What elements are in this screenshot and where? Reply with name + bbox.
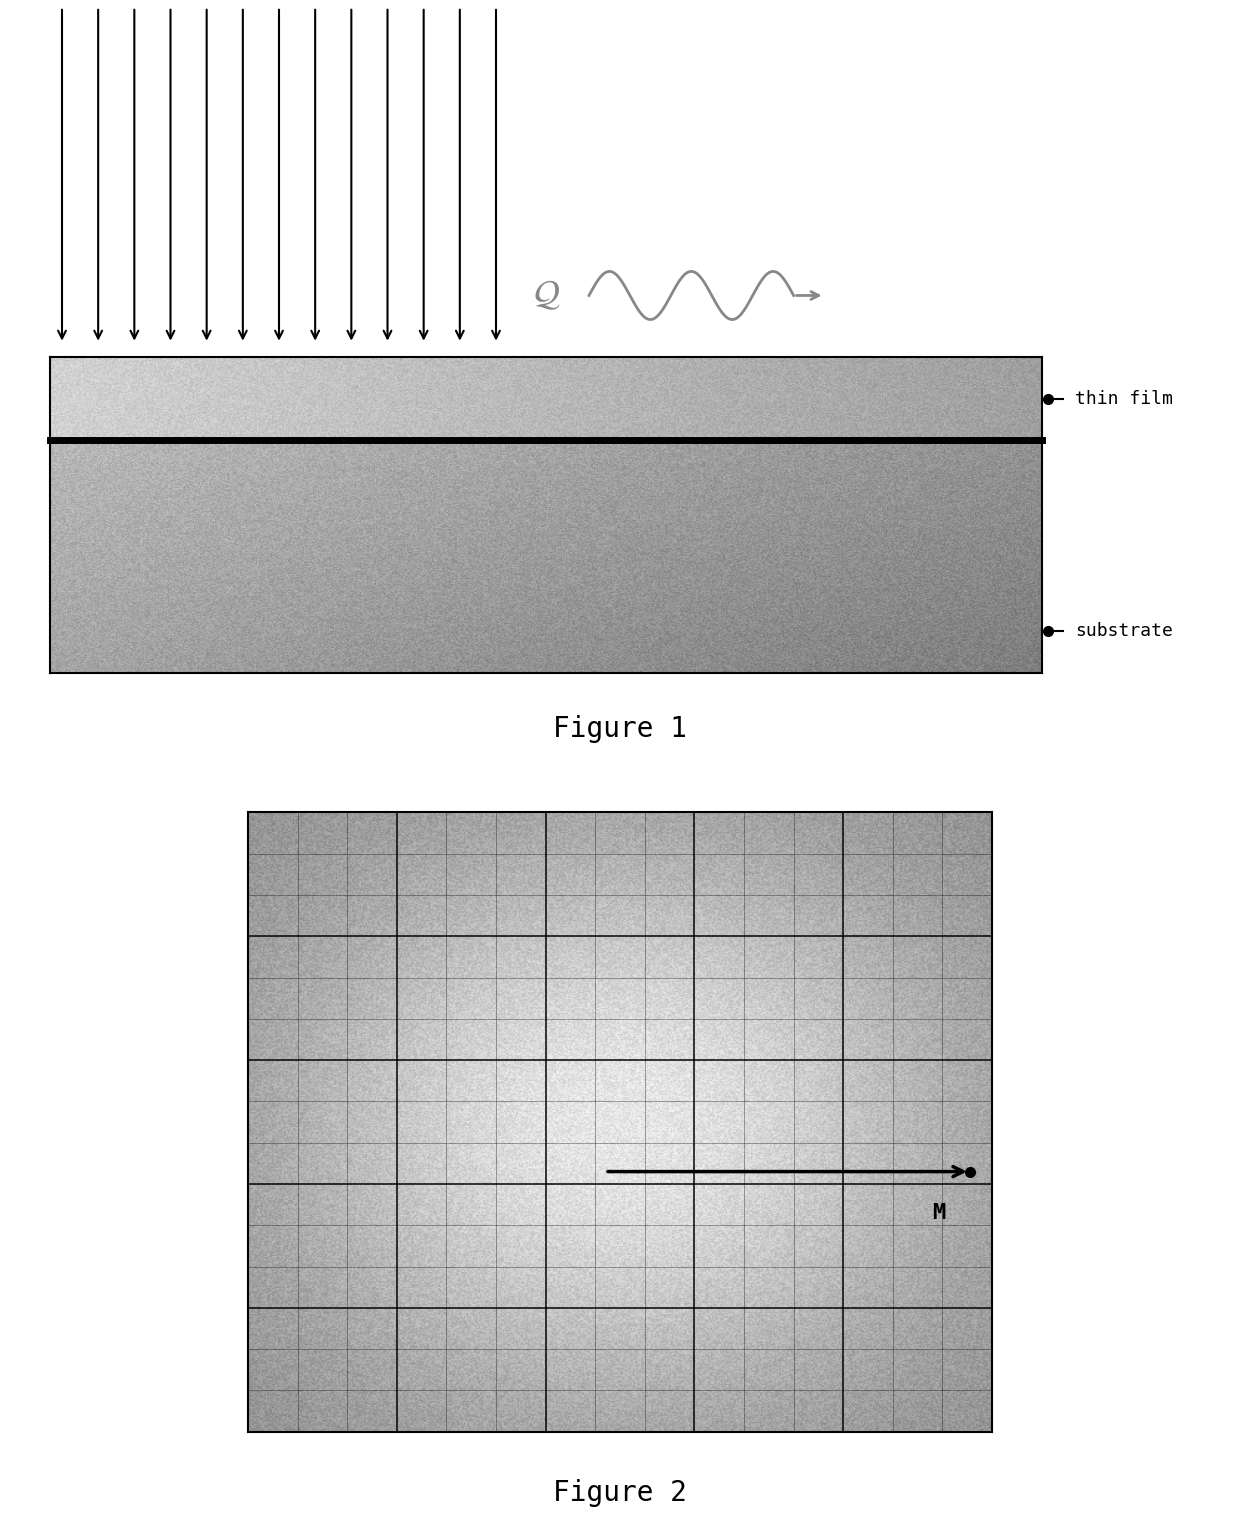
Text: $\mathcal{Q}$: $\mathcal{Q}$ bbox=[533, 278, 560, 313]
Text: Figure 1: Figure 1 bbox=[553, 715, 687, 742]
Text: thin film: thin film bbox=[1075, 389, 1173, 408]
Text: Figure 2: Figure 2 bbox=[553, 1480, 687, 1507]
Text: substrate: substrate bbox=[1075, 623, 1173, 640]
